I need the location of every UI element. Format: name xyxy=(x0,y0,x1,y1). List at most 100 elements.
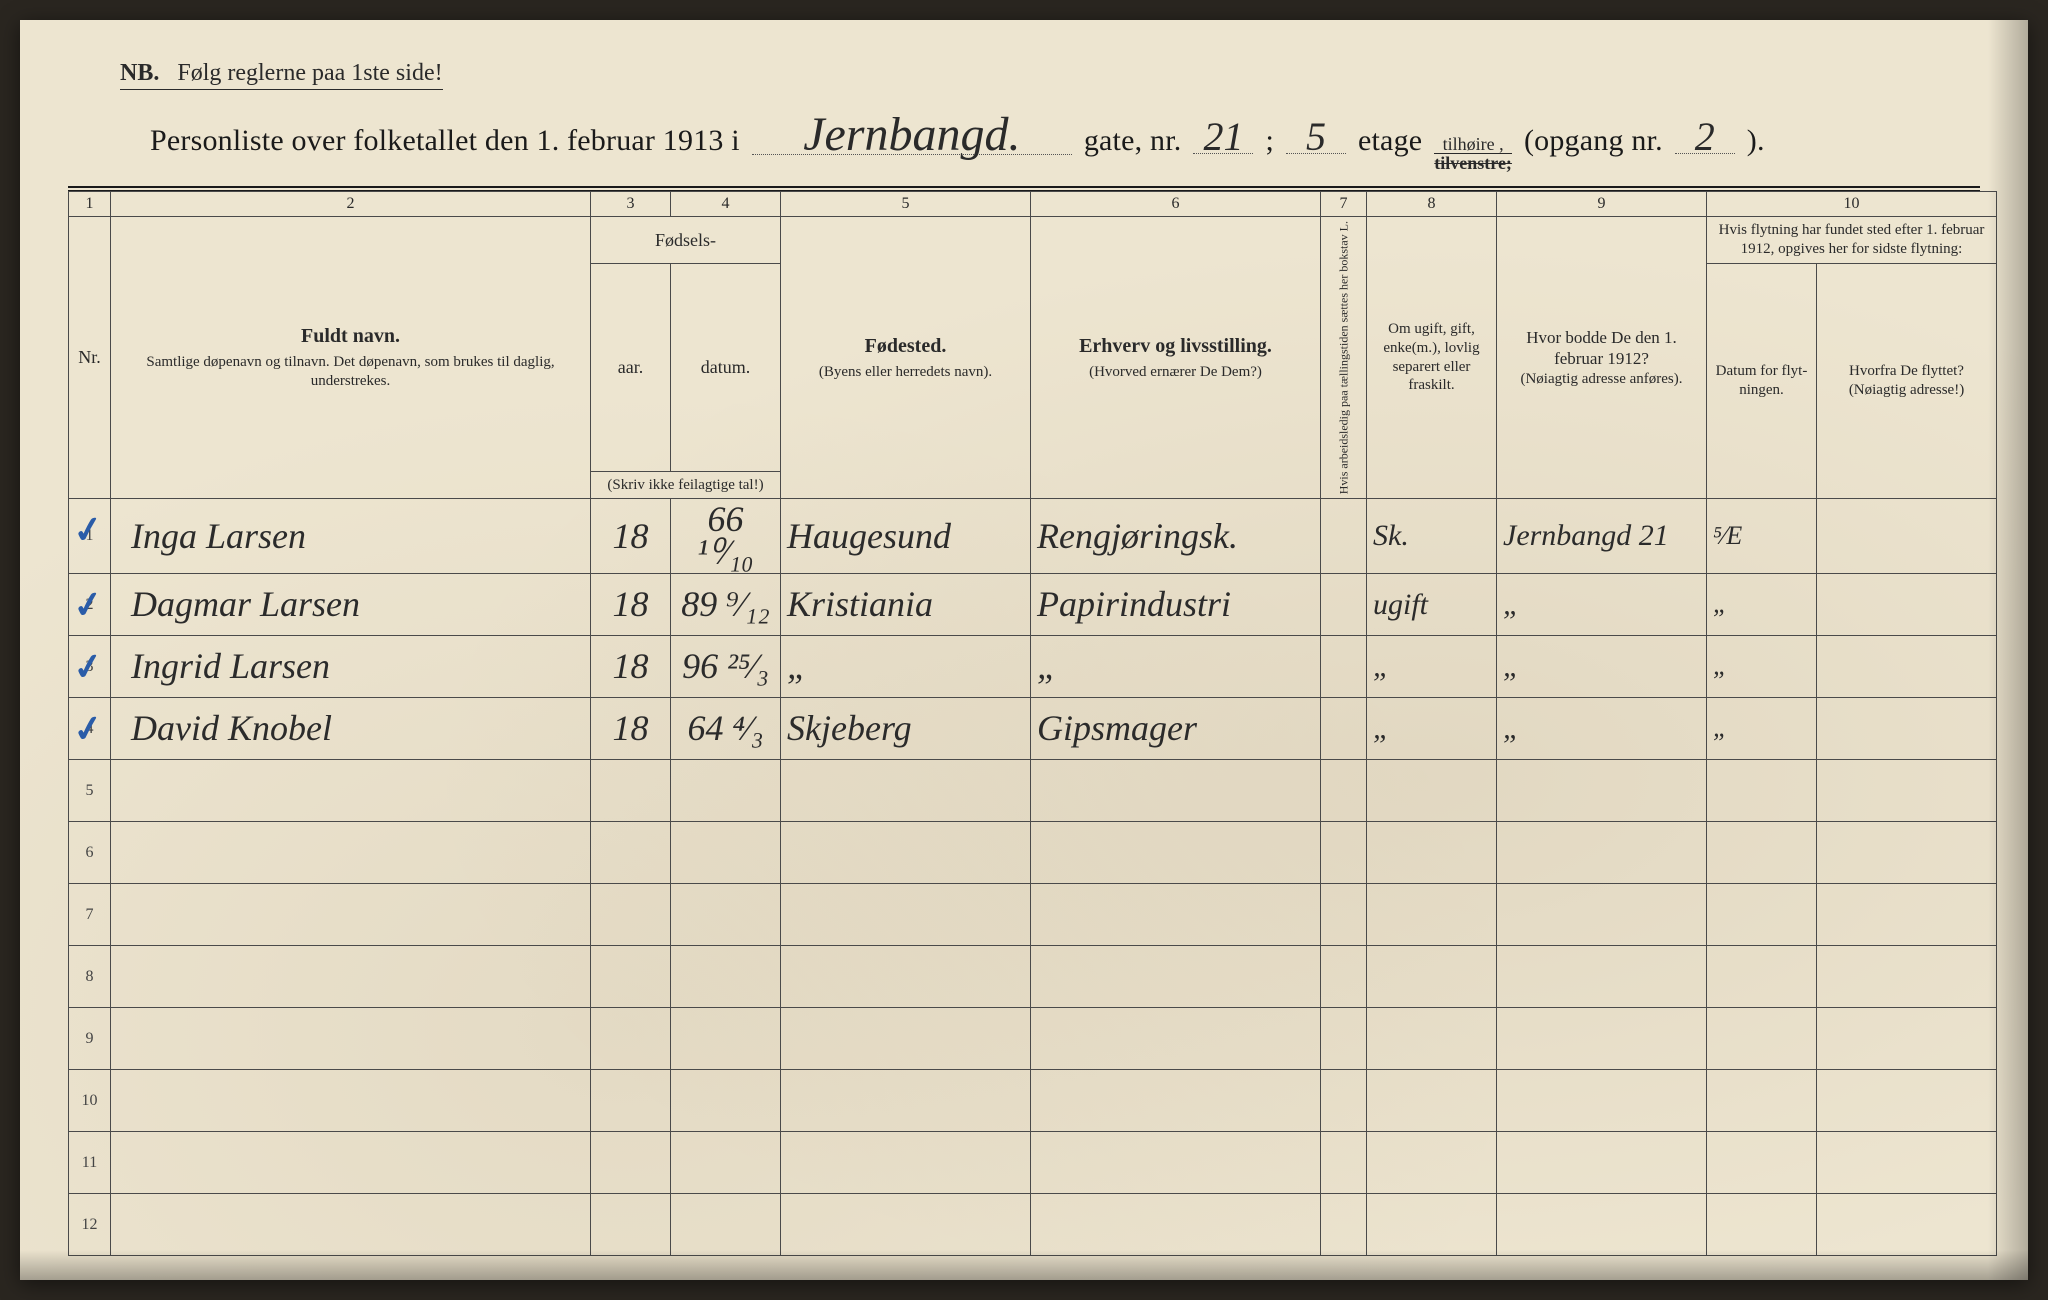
cell-year xyxy=(591,1070,671,1132)
cell-date xyxy=(671,1070,781,1132)
cell-nr: 9 xyxy=(69,1008,111,1070)
cell-date: 96 ²⁵⁄₃ xyxy=(671,636,781,698)
checkmark-icon: ✓ xyxy=(70,706,106,752)
address-1912: „ xyxy=(1503,588,1520,621)
hdr-birth-note: (Skriv ikke feilagtige tal!) xyxy=(591,471,781,499)
cell-addr1912: „ xyxy=(1497,698,1707,760)
checkmark-icon: ✓ xyxy=(70,507,106,553)
cell-occupation xyxy=(1031,1132,1321,1194)
birth-year-date: 64 ⁴⁄₃ xyxy=(687,708,763,748)
cell-nr: 5 xyxy=(69,760,111,822)
cell-occupation xyxy=(1031,1008,1321,1070)
cell-marital: ugift xyxy=(1367,574,1497,636)
hdr-col9: Hvor bodde De den 1. februar 1912? (Nøia… xyxy=(1497,217,1707,499)
cell-nr: 12 xyxy=(69,1194,111,1256)
birth-century: 18 xyxy=(613,516,649,556)
gate-label: gate, nr. xyxy=(1084,124,1182,158)
cell-occupation xyxy=(1031,946,1321,1008)
move-date: ⁵⁄E xyxy=(1713,521,1742,550)
cell-date xyxy=(671,1132,781,1194)
hdr-col8: Om ugift, gift, enke(m.), lovlig separer… xyxy=(1367,217,1497,499)
occupation: „ xyxy=(1037,646,1057,686)
cell-occupation xyxy=(1031,884,1321,946)
birthplace: „ xyxy=(787,646,807,686)
cell-nr: 6 xyxy=(69,822,111,884)
address-1912: „ xyxy=(1503,650,1520,683)
person-name: Dagmar Larsen xyxy=(131,584,360,624)
opgang-number: 2 xyxy=(1675,123,1735,154)
census-form-page: NB. Følg reglerne paa 1ste side! Personl… xyxy=(20,20,2028,1280)
hdr-col10-date-text: Datum for flyt-ningen. xyxy=(1713,362,1810,400)
cell-birthplace: „ xyxy=(781,636,1031,698)
cell-marital: „ xyxy=(1367,636,1497,698)
hdr-name-main: Fuldt navn. xyxy=(117,324,584,349)
cell-marital xyxy=(1367,1194,1497,1256)
marital-status: ugift xyxy=(1373,588,1428,621)
hdr-col10-top: Hvis flytning har fundet sted efter 1. f… xyxy=(1707,217,1997,264)
cell-date xyxy=(671,884,781,946)
occupation: Rengjøringsk. xyxy=(1037,516,1238,556)
nb-text: Følg reglerne paa 1ste side! xyxy=(177,60,442,86)
row-number: 12 xyxy=(82,1216,98,1233)
title-prefix: Personliste over folketallet den 1. febr… xyxy=(150,124,740,158)
row-number: 6 xyxy=(86,844,94,861)
cell-birthplace: Skjeberg xyxy=(781,698,1031,760)
cell-move-from xyxy=(1817,1070,1997,1132)
cell-col7 xyxy=(1321,1070,1367,1132)
cell-marital xyxy=(1367,822,1497,884)
cell-marital xyxy=(1367,1008,1497,1070)
hdr-nr: Nr. xyxy=(69,217,111,499)
cell-name xyxy=(111,760,591,822)
cell-occupation: Papirindustri xyxy=(1031,574,1321,636)
cell-addr1912 xyxy=(1497,822,1707,884)
cell-birthplace xyxy=(781,822,1031,884)
header-row-1: Nr. Fuldt navn. Samtlige døpenavn og til… xyxy=(69,217,1997,264)
opgang-open: (opgang nr. xyxy=(1524,124,1663,158)
cell-move-from xyxy=(1817,1194,1997,1256)
cell-name: Dagmar Larsen xyxy=(111,574,591,636)
hdr-occupation-sub: (Hvorved ernærer De Dem?) xyxy=(1037,363,1314,382)
colnum-6: 6 xyxy=(1031,192,1321,217)
cell-col7 xyxy=(1321,1194,1367,1256)
cell-name xyxy=(111,1132,591,1194)
address-1912: „ xyxy=(1503,712,1520,745)
table-row: ✓2Dagmar Larsen1889 ⁹⁄₁₂KristianiaPapiri… xyxy=(69,574,1997,636)
cell-addr1912 xyxy=(1497,946,1707,1008)
cell-move-date xyxy=(1707,884,1817,946)
colnum-8: 8 xyxy=(1367,192,1497,217)
opgang-close: ). xyxy=(1747,124,1765,158)
row-number: 9 xyxy=(86,1030,94,1047)
colnum-10: 10 xyxy=(1707,192,1997,217)
cell-year: 18 xyxy=(591,636,671,698)
table-row: ✓3Ingrid Larsen1896 ²⁵⁄₃„„„„„ xyxy=(69,636,1997,698)
cell-occupation xyxy=(1031,1070,1321,1132)
cell-move-from xyxy=(1817,822,1997,884)
hdr-occupation: Erhverv og livsstilling. (Hvorved ernære… xyxy=(1031,217,1321,499)
cell-birthplace xyxy=(781,1070,1031,1132)
cell-year xyxy=(591,822,671,884)
cell-year: 18 xyxy=(591,574,671,636)
birthplace: Haugesund xyxy=(787,516,951,556)
hdr-birthplace: Fødested. (Byens eller herredets navn). xyxy=(781,217,1031,499)
cell-name xyxy=(111,884,591,946)
marital-status: „ xyxy=(1373,712,1390,745)
cell-occupation xyxy=(1031,760,1321,822)
table-row: 9 xyxy=(69,1008,1997,1070)
colnum-2: 2 xyxy=(111,192,591,217)
hdr-col8-text: Om ugift, gift, enke(m.), lovlig separer… xyxy=(1373,320,1490,395)
table-row: 12 xyxy=(69,1194,1997,1256)
cell-addr1912 xyxy=(1497,760,1707,822)
cell-date xyxy=(671,946,781,1008)
cell-date: 89 ⁹⁄₁₂ xyxy=(671,574,781,636)
cell-date xyxy=(671,822,781,884)
cell-addr1912 xyxy=(1497,1008,1707,1070)
cell-nr: ✓3 xyxy=(69,636,111,698)
cell-nr: 11 xyxy=(69,1132,111,1194)
occupation: Papirindustri xyxy=(1037,584,1231,624)
checkmark-icon: ✓ xyxy=(70,644,106,690)
table-row: 8 xyxy=(69,946,1997,1008)
cell-nr: 7 xyxy=(69,884,111,946)
cell-occupation: „ xyxy=(1031,636,1321,698)
cell-move-date: „ xyxy=(1707,636,1817,698)
cell-year xyxy=(591,884,671,946)
